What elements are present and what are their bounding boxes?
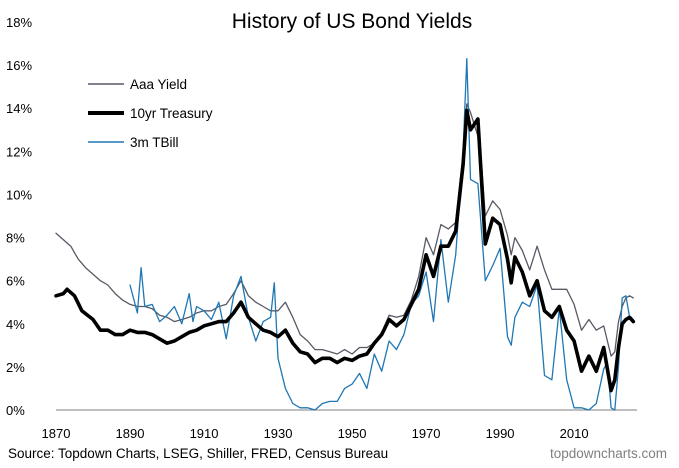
y-tick-label: 2% <box>6 360 25 375</box>
plot-area <box>54 57 636 411</box>
x-tick-label: 1870 <box>42 426 71 441</box>
y-tick-label: 16% <box>6 58 32 73</box>
legend-label: Aaa Yield <box>130 77 187 92</box>
source-note: Source: Topdown Charts, LSEG, Shiller, F… <box>8 446 389 461</box>
y-tick-label: 14% <box>6 101 32 116</box>
series-line-aaa-yield <box>55 103 634 357</box>
x-tick-label: 2010 <box>560 426 589 441</box>
series-line-10yr-treasury <box>54 108 636 393</box>
y-tick-label: 6% <box>6 274 25 289</box>
legend-label: 10yr Treasury <box>130 106 213 121</box>
y-tick-label: 12% <box>6 144 32 159</box>
x-tick-label: 1890 <box>116 426 145 441</box>
x-tick-label: 1910 <box>190 426 219 441</box>
x-tick-label: 1950 <box>338 426 367 441</box>
legend: Aaa Yield 10yr Treasury 3m TBill <box>88 77 213 150</box>
series-line-3m-tbill <box>129 57 634 411</box>
x-axis: 1870 1890 1910 1930 1950 1970 1990 2010 <box>42 426 589 441</box>
y-tick-label: 18% <box>6 15 32 30</box>
legend-label: 3m TBill <box>130 135 179 150</box>
x-tick-label: 1990 <box>486 426 515 441</box>
chart-title: History of US Bond Yields <box>232 10 472 33</box>
x-tick-label: 1930 <box>264 426 293 441</box>
y-tick-label: 4% <box>6 317 25 332</box>
y-axis: 0% 2% 4% 6% 8% 10% 12% 14% 16% 18% <box>6 15 32 418</box>
brand-link[interactable]: topdowncharts.com <box>549 446 667 461</box>
y-tick-label: 8% <box>6 231 25 246</box>
y-tick-label: 0% <box>6 403 25 418</box>
x-tick-label: 1970 <box>412 426 441 441</box>
y-tick-label: 10% <box>6 187 32 202</box>
